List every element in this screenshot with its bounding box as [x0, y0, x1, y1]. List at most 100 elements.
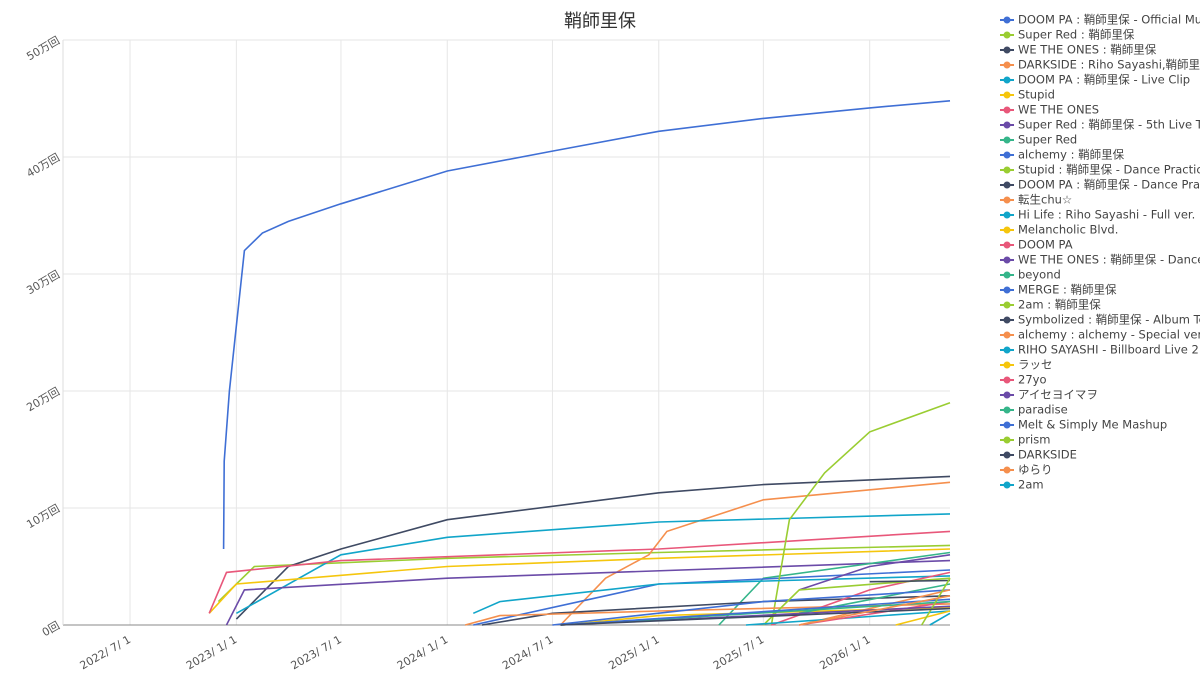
- legend-label: DOOM PA: [1018, 238, 1073, 252]
- y-tick-label: 10万回: [24, 502, 62, 531]
- legend-label: WE THE ONES: [1018, 103, 1099, 117]
- y-tick-label: 20万回: [24, 385, 62, 414]
- series-line: [559, 481, 951, 626]
- legend-marker: [1003, 61, 1011, 69]
- legend-label: Hi Life : Riho Sayashi - Full ver.: [1018, 208, 1195, 222]
- series-line: [481, 595, 951, 626]
- series-line: [473, 569, 951, 626]
- series-line: [236, 513, 951, 614]
- legend-marker: [1003, 151, 1011, 159]
- legend-marker: [1003, 466, 1011, 474]
- legend-marker: [1003, 361, 1011, 369]
- x-tick-label: 2023/ 1/ 1: [184, 633, 239, 672]
- legend-marker: [1003, 226, 1011, 234]
- x-tick-label: 2023/ 7/ 1: [289, 633, 344, 672]
- legend-label: alchemy : 鞘師里保: [1018, 148, 1125, 162]
- legend-marker: [1003, 241, 1011, 249]
- legend-marker: [1003, 121, 1011, 129]
- legend-marker: [1003, 106, 1011, 114]
- series-line: [208, 530, 951, 614]
- legend-label: WE THE ONES : 鞘師里保 - Dance ...: [1018, 253, 1200, 267]
- legend-label: Super Red : 鞘師里保: [1018, 28, 1135, 42]
- legend-label: Melancholic Blvd.: [1018, 223, 1118, 237]
- x-tick-label: 2024/ 7/ 1: [500, 633, 555, 672]
- legend-marker: [1003, 256, 1011, 264]
- legend-label: アイセヨイマヲ: [1018, 388, 1098, 402]
- series-line: [798, 554, 951, 591]
- chart-title: 鞘師里保: [564, 11, 636, 32]
- legend-label: Stupid: [1018, 88, 1055, 102]
- series-line: [464, 603, 951, 626]
- legend-marker: [1003, 301, 1011, 309]
- legend-marker: [1003, 271, 1011, 279]
- x-tick-label: 2022/ 7/ 1: [78, 633, 133, 672]
- legend-marker: [1003, 31, 1011, 39]
- y-tick-label: 0回: [40, 619, 62, 639]
- legend-marker: [1003, 346, 1011, 354]
- series-line: [770, 401, 951, 626]
- legend-marker: [1003, 481, 1011, 489]
- legend-marker: [1003, 391, 1011, 399]
- x-tick-label: 2024/ 1/ 1: [395, 633, 450, 672]
- y-tick-label: 30万回: [24, 268, 62, 297]
- legend-label: Stupid : 鞘師里保 - Dance Practice: [1018, 163, 1200, 177]
- legend-label: Super Red : 鞘師里保 - 5th Live T...: [1018, 118, 1200, 132]
- series-line: [929, 612, 951, 626]
- series-line: [895, 610, 951, 626]
- plot-area: 2022/ 7/ 1 2023/ 1/ 1 2023/ 7/ 1 2024/ 1/ 1…: [24, 34, 951, 672]
- series-line: [217, 544, 951, 603]
- legend-label: MERGE : 鞘師里保: [1018, 283, 1117, 297]
- legend-label: prism: [1018, 433, 1050, 447]
- legend-label: 2am: [1018, 478, 1044, 492]
- legend-label: WE THE ONES : 鞘師里保: [1018, 43, 1157, 57]
- legend-label: DOOM PA : 鞘師里保 - Official Mu...: [1018, 13, 1200, 27]
- series-line: [225, 559, 951, 626]
- legend-label: paradise: [1018, 403, 1068, 417]
- legend-marker: [1003, 451, 1011, 459]
- series-line: [222, 100, 951, 550]
- legend-marker: [1003, 181, 1011, 189]
- series-line: [472, 575, 951, 615]
- legend-marker: [1003, 196, 1011, 204]
- legend-label: 2am : 鞘師里保: [1018, 298, 1101, 312]
- legend-marker: [1003, 331, 1011, 339]
- legend-marker: [1003, 91, 1011, 99]
- legend-marker: [1003, 286, 1011, 294]
- legend-marker: [1003, 421, 1011, 429]
- legend-marker: [1003, 76, 1011, 84]
- legend-label: alchemy : alchemy - Special ver.: [1018, 328, 1200, 342]
- series-line: [921, 577, 951, 626]
- legend-label: Symbolized : 鞘師里保 - Album Te...: [1018, 313, 1200, 327]
- x-tick-label: 2025/ 1/ 1: [606, 633, 661, 672]
- legend-marker: [1003, 46, 1011, 54]
- legend-label: 転生chu☆: [1018, 193, 1072, 207]
- legend-marker: [1003, 316, 1011, 324]
- legend-label: 27yo: [1018, 373, 1046, 387]
- series-line: [552, 589, 951, 626]
- legend-marker: [1003, 136, 1011, 144]
- legend-marker: [1003, 16, 1011, 24]
- legend-label: ゆらり: [1018, 463, 1053, 477]
- legend-label: DARKSIDE : Riho Sayashi,鞘師里保: [1018, 58, 1200, 72]
- legend-label: DOOM PA : 鞘師里保 - Dance Pra...: [1018, 178, 1200, 192]
- legend-marker: [1003, 406, 1011, 414]
- legend-marker: [1003, 166, 1011, 174]
- series-line: [560, 607, 951, 626]
- series-line: [560, 598, 951, 626]
- legend-marker: [1003, 436, 1011, 444]
- series-line: [869, 579, 951, 583]
- y-tick-label: 50万回: [24, 34, 62, 63]
- x-tick-label: 2025/ 7/ 1: [711, 633, 766, 672]
- legend: DOOM PA : 鞘師里保 - Official Mu...Super Red…: [1000, 13, 1200, 492]
- legend-label: DOOM PA : 鞘師里保 - Live Clip: [1018, 73, 1190, 87]
- legend-label: beyond: [1018, 268, 1061, 282]
- x-tick-label: 2026/ 1/ 1: [817, 633, 872, 672]
- legend-label: DARKSIDE: [1018, 448, 1077, 462]
- legend-label: RIHO SAYASHI - Billboard Live 2...: [1018, 343, 1200, 357]
- legend-marker: [1003, 376, 1011, 384]
- series-line: [762, 577, 951, 626]
- series-line: [799, 600, 951, 626]
- legend-label: Super Red: [1018, 133, 1077, 147]
- legend-label: Melt & Simply Me Mashup: [1018, 418, 1167, 432]
